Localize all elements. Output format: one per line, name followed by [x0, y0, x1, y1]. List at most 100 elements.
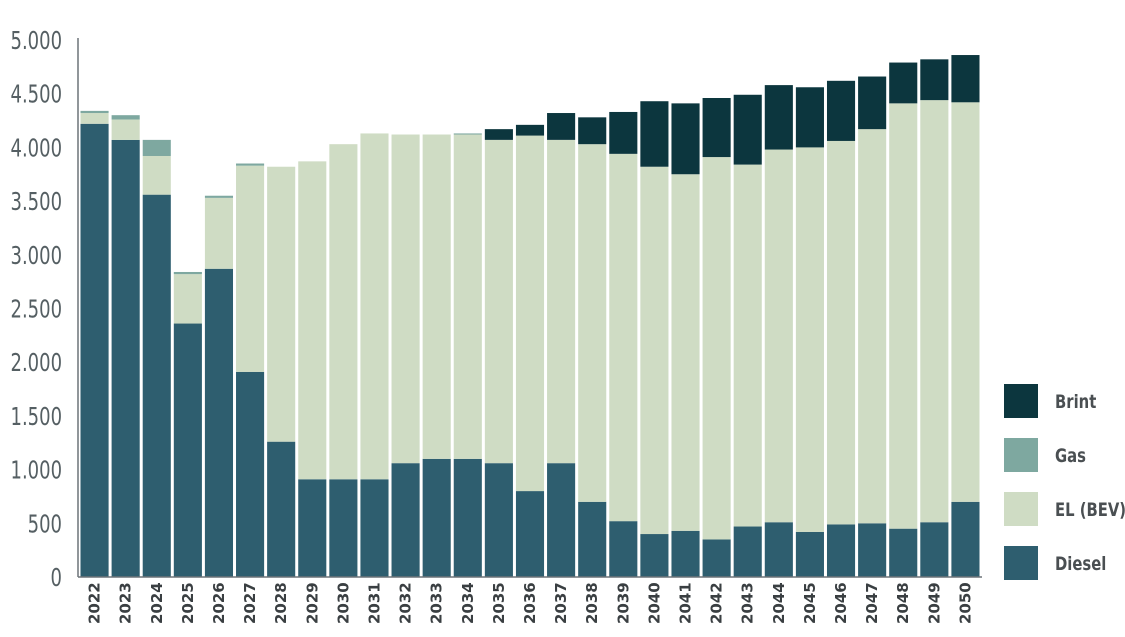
x-tick-label: 2036 [521, 582, 539, 624]
x-tick-label: 2048 [894, 582, 912, 624]
x-tick-label: 2041 [677, 582, 695, 624]
bar-diesel-2035 [484, 463, 513, 577]
bar-el-bev-2029 [298, 161, 327, 480]
bar-el-bev-2049 [920, 100, 949, 523]
bar-gas-2027 [236, 163, 265, 166]
bar-brint-2040 [640, 101, 669, 167]
bars-group [80, 55, 980, 578]
bar-el-bev-2042 [702, 157, 731, 540]
bar-brint-2039 [609, 111, 638, 154]
legend: Brint Gas EL (BEV) Diesel [1004, 384, 1125, 580]
bar-diesel-2042 [702, 539, 731, 577]
x-tick-label: 2037 [552, 582, 570, 624]
bar-el-bev-2032 [391, 134, 420, 464]
bar-diesel-2030 [329, 479, 358, 577]
bar-gas-2034 [453, 133, 482, 135]
y-tick-label: 4.500 [11, 81, 62, 110]
x-tick-label: 2028 [272, 582, 290, 624]
bar-el-bev-2035 [484, 139, 513, 464]
bar-diesel-2044 [764, 522, 793, 577]
bar-diesel-2032 [391, 463, 420, 577]
legend-swatch-brint [1004, 384, 1038, 418]
bar-diesel-2036 [515, 491, 545, 577]
y-tick-label: 5.000 [11, 27, 62, 56]
x-tick-label: 2023 [117, 582, 135, 624]
bar-diesel-2031 [360, 479, 389, 577]
bar-gas-2024 [142, 139, 171, 156]
bar-diesel-2023 [111, 139, 140, 577]
bar-diesel-2026 [204, 268, 234, 577]
y-tick-label: 3.000 [11, 242, 62, 271]
bar-brint-2038 [578, 117, 607, 145]
x-tick-label: 2026 [210, 582, 228, 624]
bar-el-bev-2027 [236, 165, 265, 372]
y-tick-label: 4.000 [11, 135, 62, 164]
x-tick-label: 2034 [459, 582, 477, 624]
bar-diesel-2050 [951, 501, 980, 577]
x-tick-label: 2033 [428, 582, 446, 624]
bar-diesel-2041 [671, 530, 700, 577]
bar-el-bev-2045 [795, 147, 824, 532]
legend-label-gas: Gas [1055, 445, 1086, 467]
x-tick-label: 2029 [303, 582, 321, 624]
bar-brint-2044 [764, 85, 793, 150]
y-tick-label: 2.500 [11, 296, 62, 325]
x-tick-label: 2030 [334, 582, 352, 624]
legend-label-diesel: Diesel [1055, 553, 1106, 575]
y-tick-label: 3.500 [11, 188, 62, 217]
bar-diesel-2028 [267, 441, 296, 577]
bar-el-bev-2041 [671, 174, 700, 531]
x-tick-label: 2046 [832, 582, 850, 624]
x-tick-label: 2038 [583, 582, 601, 624]
bar-brint-2048 [889, 62, 918, 104]
x-tick-label: 2049 [925, 582, 943, 624]
bar-el-bev-2033 [422, 134, 451, 459]
x-tick-label: 2045 [801, 582, 819, 624]
bar-el-bev-2046 [826, 140, 856, 525]
bar-brint-2046 [826, 80, 856, 141]
bar-el-bev-2024 [142, 155, 171, 195]
bar-el-bev-2022 [80, 113, 109, 124]
legend-label-brint: Brint [1055, 391, 1096, 413]
bar-brint-2037 [547, 113, 576, 140]
bar-el-bev-2047 [858, 129, 887, 524]
x-tick-label: 2050 [956, 582, 974, 624]
legend-swatch-gas [1004, 438, 1038, 472]
y-tick-label: 500 [28, 510, 62, 539]
bar-brint-2035 [484, 129, 513, 140]
bar-el-bev-2036 [515, 135, 545, 492]
y-tick-label: 0 [51, 564, 62, 593]
bar-brint-2036 [515, 124, 545, 136]
bar-diesel-2047 [858, 523, 887, 577]
x-tick-label: 2042 [708, 582, 726, 624]
bar-diesel-2025 [173, 323, 202, 577]
bar-diesel-2029 [298, 479, 327, 577]
bar-el-bev-2050 [951, 102, 980, 502]
bar-brint-2049 [920, 59, 949, 101]
bar-el-bev-2023 [111, 119, 140, 140]
bar-gas-2022 [80, 110, 109, 114]
y-tick-label: 1.000 [11, 457, 62, 486]
bar-diesel-2045 [795, 531, 824, 577]
bar-diesel-2039 [609, 521, 638, 577]
x-tick-label: 2035 [490, 582, 508, 624]
axes-group [77, 38, 982, 578]
bar-el-bev-2037 [547, 139, 576, 464]
bar-diesel-2048 [889, 528, 918, 577]
x-tick-label: 2027 [241, 582, 259, 624]
bar-el-bev-2025 [173, 274, 202, 324]
bar-el-bev-2034 [453, 134, 482, 459]
bar-brint-2045 [795, 87, 824, 148]
y-tick-labels: 0 500 1.000 1.500 2.000 2.500 3.000 3.500 4.000 4… [11, 27, 62, 593]
bar-el-bev-2026 [204, 197, 234, 269]
bar-diesel-2024 [142, 194, 171, 577]
legend-swatch-diesel [1004, 546, 1038, 580]
x-tick-label: 2032 [397, 582, 415, 624]
bar-diesel-2046 [826, 524, 856, 577]
x-tick-labels: 2022 2023 2024 2025 2026 2027 2028 2029 2030 2031… [86, 582, 975, 624]
bar-el-bev-2031 [360, 133, 389, 480]
bar-brint-2047 [858, 76, 887, 130]
x-tick-label: 2024 [148, 582, 166, 624]
